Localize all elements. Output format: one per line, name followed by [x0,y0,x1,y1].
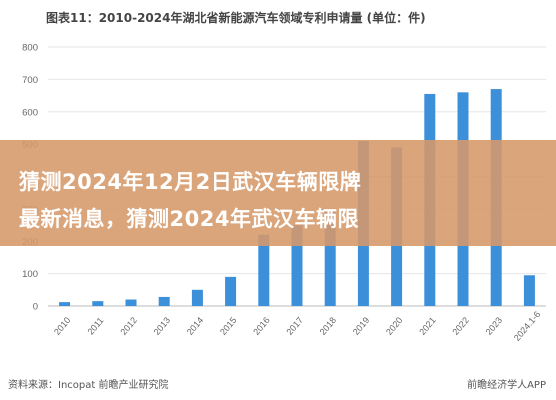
bar [125,299,137,306]
x-tick-label: 2013 [152,315,173,337]
x-tick-label: 2017 [284,315,305,337]
x-tick-label: 2021 [417,315,438,337]
y-tick-label: 0 [33,302,38,313]
headline-line-1: 猜测2024年12月2日武汉车辆限牌 [19,170,362,194]
y-tick-label: 600 [22,107,38,118]
x-tick-label: 2019 [351,315,372,337]
y-tick-label: 700 [22,75,38,86]
brand-label: 前瞻经济学人APP [467,380,546,391]
headline-line-2: 最新消息，猜测2024年武汉车辆限 [19,207,359,231]
y-tick-label: 100 [22,269,38,280]
x-tick-label: 2022 [450,315,471,337]
y-tick-label: 800 [22,43,38,54]
x-tick-label: 2018 [318,315,339,337]
bar [324,208,336,306]
bar [191,289,203,306]
chart-title: 图表11：2010-2024年湖北省新能源汽车领域专利申请量 (单位：件) [46,11,426,25]
x-tick-label: 2024.1-6 [512,309,542,343]
x-tick-label: 2016 [251,315,272,337]
x-tick-label: 2010 [52,315,73,337]
bar [92,301,104,306]
bar [225,276,237,306]
bar [291,225,303,306]
bar [59,302,71,306]
x-tick-label: 2023 [484,315,505,337]
bar [523,275,535,306]
bar [258,234,270,306]
x-tick-label: 2015 [218,315,239,337]
headline-banner: 猜测2024年12月2日武汉车辆限牌 最新消息，猜测2024年武汉车辆限 [0,140,556,246]
bar [158,296,170,306]
x-tick-label: 2012 [118,315,139,337]
source-note: 资料来源：Incopat 前瞻产业研究院 [8,380,169,391]
x-tick-label: 2020 [384,315,405,337]
x-tick-label: 2011 [85,315,105,336]
x-tick-label: 2014 [185,315,206,337]
